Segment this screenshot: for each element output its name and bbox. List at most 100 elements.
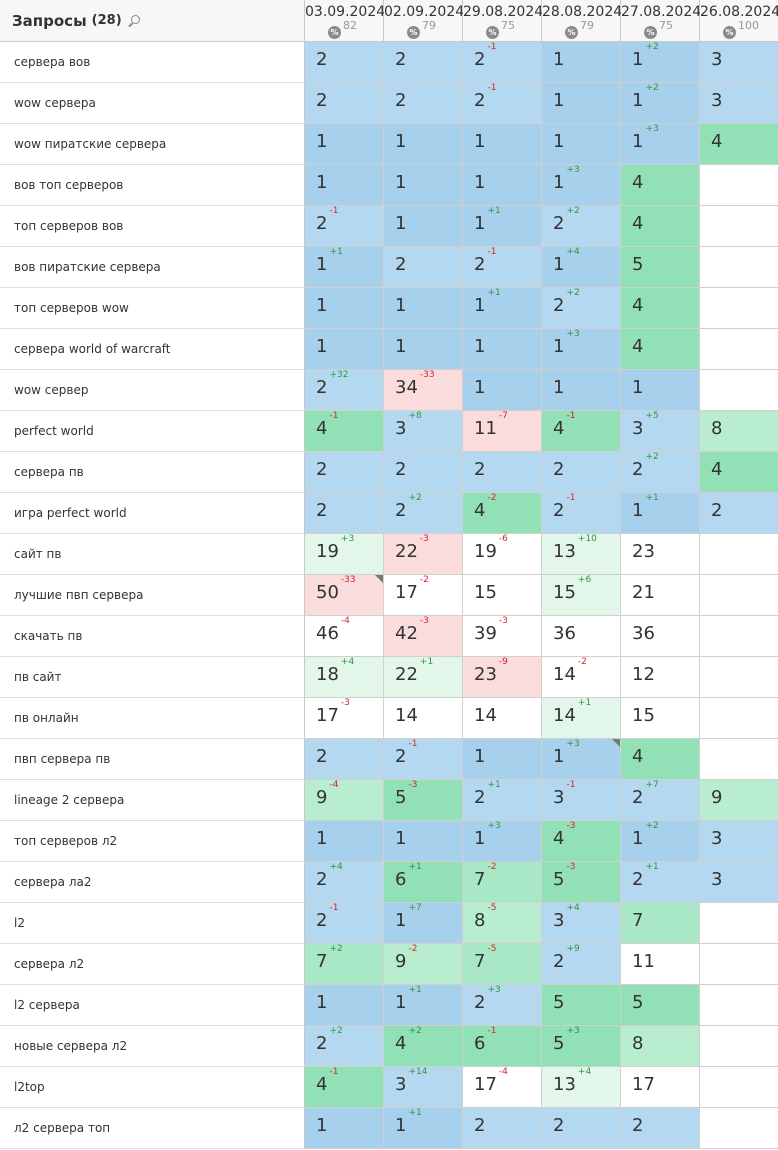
- note-marker-icon[interactable]: [375, 575, 383, 583]
- position-cell[interactable]: 14 +1: [542, 698, 621, 739]
- query-label[interactable]: l2 сервера: [0, 985, 305, 1026]
- position-cell[interactable]: 1 +1: [384, 1108, 463, 1149]
- position-cell[interactable]: 1 +2: [621, 83, 700, 124]
- position-cell[interactable]: 19 -6: [463, 534, 542, 575]
- position-cell[interactable]: 4 -1: [542, 411, 621, 452]
- query-label[interactable]: сервера пв: [0, 452, 305, 493]
- position-cell[interactable]: 1 +3: [621, 124, 700, 165]
- position-cell[interactable]: 2: [700, 493, 778, 534]
- position-cell[interactable]: 14: [384, 698, 463, 739]
- position-cell[interactable]: 2 -1: [463, 42, 542, 83]
- position-cell[interactable]: 1: [384, 329, 463, 370]
- position-cell[interactable]: 2: [463, 1108, 542, 1149]
- position-cell[interactable]: [700, 206, 778, 247]
- position-cell[interactable]: 5 -3: [384, 780, 463, 821]
- position-cell[interactable]: 3: [700, 862, 778, 903]
- position-cell[interactable]: 1 +4: [542, 247, 621, 288]
- position-cell[interactable]: 11 -7: [463, 411, 542, 452]
- note-marker-icon[interactable]: [612, 739, 620, 747]
- position-cell[interactable]: 4: [621, 739, 700, 780]
- position-cell[interactable]: [700, 329, 778, 370]
- position-cell[interactable]: 4 -2: [463, 493, 542, 534]
- position-cell[interactable]: 14: [463, 698, 542, 739]
- position-cell[interactable]: 21: [621, 575, 700, 616]
- position-cell[interactable]: 42 -3: [384, 616, 463, 657]
- position-cell[interactable]: 4 -3: [542, 821, 621, 862]
- position-cell[interactable]: 5 +3: [542, 1026, 621, 1067]
- position-cell[interactable]: 3 +4: [542, 903, 621, 944]
- position-cell[interactable]: 1 +7: [384, 903, 463, 944]
- date-column-header[interactable]: 28.08.2024% 79: [542, 0, 622, 41]
- position-cell[interactable]: 1 +1: [463, 288, 542, 329]
- position-cell[interactable]: 1: [305, 288, 384, 329]
- position-cell[interactable]: 2: [305, 493, 384, 534]
- position-cell[interactable]: 13 +4: [542, 1067, 621, 1108]
- position-cell[interactable]: 9: [700, 780, 778, 821]
- position-cell[interactable]: 1: [463, 165, 542, 206]
- position-cell[interactable]: 15: [463, 575, 542, 616]
- query-label[interactable]: скачать пв: [0, 616, 305, 657]
- query-label[interactable]: wow пиратские сервера: [0, 124, 305, 165]
- position-cell[interactable]: 13 +10: [542, 534, 621, 575]
- position-cell[interactable]: [700, 288, 778, 329]
- position-cell[interactable]: 2 +3: [463, 985, 542, 1026]
- position-cell[interactable]: 1 +2: [621, 42, 700, 83]
- position-cell[interactable]: 1 +1: [621, 493, 700, 534]
- query-label[interactable]: lineage 2 сервера: [0, 780, 305, 821]
- position-cell[interactable]: 2: [542, 1108, 621, 1149]
- position-cell[interactable]: 46 -4: [305, 616, 384, 657]
- date-column-header[interactable]: 03.09.2024% 82: [305, 0, 385, 41]
- position-cell[interactable]: 50 -33: [305, 575, 384, 616]
- query-label[interactable]: сервера л2: [0, 944, 305, 985]
- position-cell[interactable]: 1: [621, 370, 700, 411]
- position-cell[interactable]: 1: [542, 42, 621, 83]
- position-cell[interactable]: 2: [384, 83, 463, 124]
- position-cell[interactable]: [700, 370, 778, 411]
- position-cell[interactable]: 1: [305, 165, 384, 206]
- position-cell[interactable]: 17 -4: [463, 1067, 542, 1108]
- position-cell[interactable]: 2: [305, 83, 384, 124]
- position-cell[interactable]: [700, 1067, 778, 1108]
- query-label[interactable]: сервера ла2: [0, 862, 305, 903]
- query-label[interactable]: вов топ серверов: [0, 165, 305, 206]
- query-label[interactable]: топ серверов wow: [0, 288, 305, 329]
- position-cell[interactable]: 9 -4: [305, 780, 384, 821]
- position-cell[interactable]: 3: [700, 821, 778, 862]
- query-label[interactable]: сайт пв: [0, 534, 305, 575]
- position-cell[interactable]: 39 -3: [463, 616, 542, 657]
- position-cell[interactable]: 15 +6: [542, 575, 621, 616]
- position-cell[interactable]: 1 +1: [305, 247, 384, 288]
- position-cell[interactable]: 2 +7: [621, 780, 700, 821]
- query-label[interactable]: wow сервера: [0, 83, 305, 124]
- position-cell[interactable]: 2: [384, 42, 463, 83]
- position-cell[interactable]: 3: [700, 42, 778, 83]
- position-cell[interactable]: 4: [700, 124, 778, 165]
- position-cell[interactable]: 14 -2: [542, 657, 621, 698]
- query-label[interactable]: сервера world of warcraft: [0, 329, 305, 370]
- position-cell[interactable]: 2 -1: [463, 247, 542, 288]
- date-column-header[interactable]: 27.08.2024% 75: [621, 0, 701, 41]
- position-cell[interactable]: 2 +32: [305, 370, 384, 411]
- position-cell[interactable]: 1: [463, 739, 542, 780]
- position-cell[interactable]: 17 -2: [384, 575, 463, 616]
- position-cell[interactable]: [700, 1108, 778, 1149]
- position-cell[interactable]: 1: [542, 370, 621, 411]
- position-cell[interactable]: 34 -33: [384, 370, 463, 411]
- position-cell[interactable]: [700, 739, 778, 780]
- position-cell[interactable]: 2 -1: [384, 739, 463, 780]
- position-cell[interactable]: 2 +2: [384, 493, 463, 534]
- position-cell[interactable]: [700, 903, 778, 944]
- position-cell[interactable]: 7 -2: [463, 862, 542, 903]
- position-cell[interactable]: [700, 575, 778, 616]
- position-cell[interactable]: 2: [305, 452, 384, 493]
- position-cell[interactable]: 2: [542, 452, 621, 493]
- query-label[interactable]: лучшие пвп сервера: [0, 575, 305, 616]
- position-cell[interactable]: 2: [463, 452, 542, 493]
- position-cell[interactable]: 3 +5: [621, 411, 700, 452]
- position-cell[interactable]: 2 -1: [305, 903, 384, 944]
- position-cell[interactable]: 4: [621, 165, 700, 206]
- position-cell[interactable]: 6 +1: [384, 862, 463, 903]
- position-cell[interactable]: 2: [384, 247, 463, 288]
- position-cell[interactable]: 1 +3: [463, 821, 542, 862]
- date-column-header[interactable]: 29.08.2024% 75: [463, 0, 543, 41]
